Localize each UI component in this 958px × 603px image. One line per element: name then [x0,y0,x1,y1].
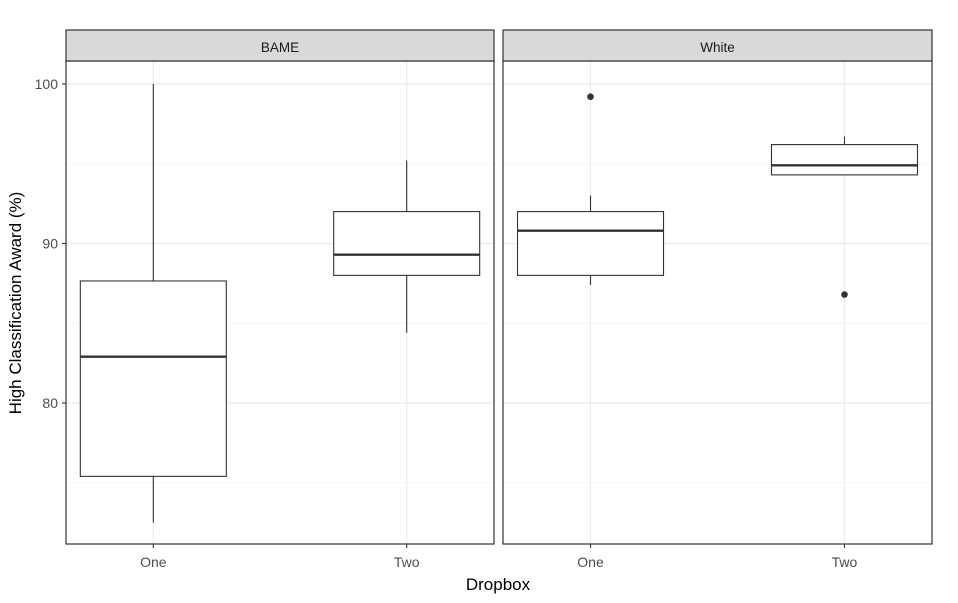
facet-panel-white: White [502,29,933,545]
x-tick-label: Two [832,554,858,570]
box-white-one [516,93,665,285]
y-axis: 80 90 100 [35,76,66,411]
box-white-two [770,136,919,298]
facet-strip-label: BAME [261,40,299,55]
facet-panels: BAME White [65,29,933,545]
y-tick-label: 80 [42,395,58,411]
y-axis-title: High Classification Award (%) [6,192,25,415]
box-bame-one [79,83,227,523]
x-tick-label: One [577,554,604,570]
outlier-point [841,291,848,298]
box-iqr [770,144,919,176]
box-iqr [333,211,481,276]
box-bame-two [333,160,481,333]
x-axis: One Two One Two [140,544,858,570]
box-iqr [79,280,227,477]
y-tick-label: 100 [35,76,59,92]
x-tick-label: One [140,554,167,570]
y-tick-label: 90 [42,235,58,251]
facet-strip [502,29,933,62]
facet-strip-label: White [700,40,735,55]
box-iqr [516,211,665,276]
x-tick-label: Two [394,554,420,570]
panel-background [503,61,932,544]
facet-panel-bame: BAME [65,29,495,545]
outlier-point [587,93,594,101]
x-axis-title: Dropbox [466,575,531,594]
facet-strip [65,29,495,62]
